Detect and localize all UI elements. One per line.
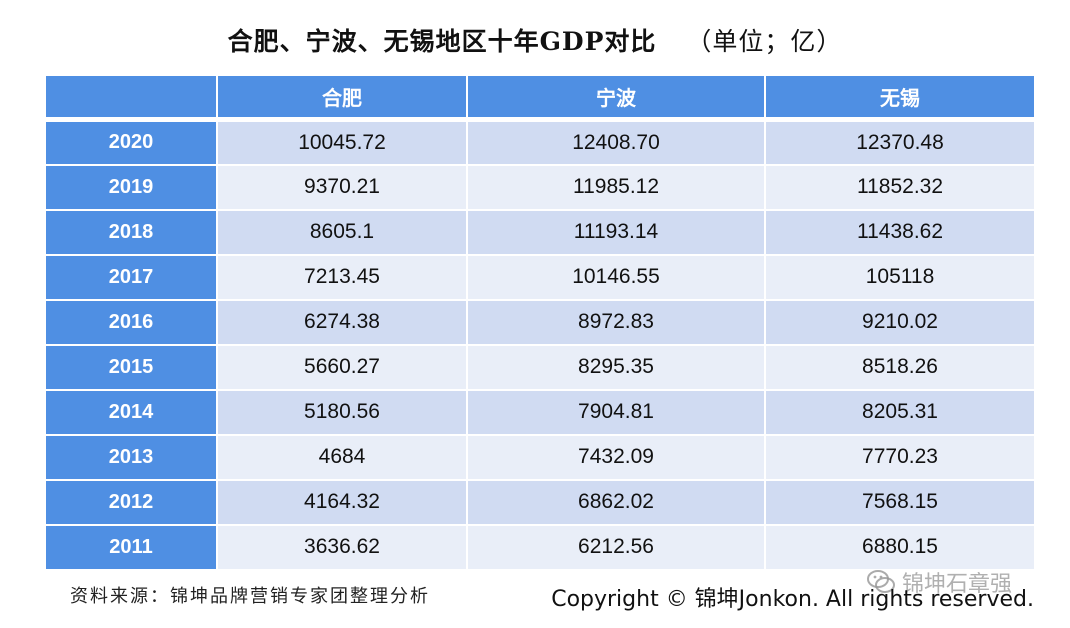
wuxi-gdp-cell: 11852.32 bbox=[764, 163, 1036, 211]
table-row: 2012 4164.32 6862.02 7568.15 bbox=[44, 478, 1036, 526]
year-cell: 2018 bbox=[44, 208, 218, 256]
column-header-year bbox=[44, 74, 218, 122]
year-cell: 2014 bbox=[44, 388, 218, 436]
chart-title-unit: （单位；亿） bbox=[686, 27, 843, 56]
wuxi-gdp-cell: 9210.02 bbox=[764, 298, 1036, 346]
wuxi-gdp-cell: 12370.48 bbox=[764, 118, 1036, 166]
year-cell: 2011 bbox=[44, 523, 218, 571]
hefei-gdp-cell: 9370.21 bbox=[216, 163, 468, 211]
gdp-table: 合肥 宁波 无锡 2020 10045.72 12408.70 12370.48 201… bbox=[44, 74, 1036, 571]
hefei-gdp-cell: 3636.62 bbox=[216, 523, 468, 571]
hefei-gdp-cell: 4684 bbox=[216, 433, 468, 481]
copyright-notice: Copyright © 锦坤Jonkon. All rights reserve… bbox=[551, 587, 1034, 612]
chart-title-main: 合肥、宁波、无锡地区十年GDP对比 bbox=[227, 27, 657, 56]
table-row: 2020 10045.72 12408.70 12370.48 bbox=[44, 118, 1036, 166]
wuxi-gdp-cell: 8205.31 bbox=[764, 388, 1036, 436]
hefei-gdp-cell: 7213.45 bbox=[216, 253, 468, 301]
table-row: 2017 7213.45 10146.55 105118 bbox=[44, 253, 1036, 301]
ningbo-gdp-cell: 10146.55 bbox=[466, 253, 766, 301]
year-cell: 2019 bbox=[44, 163, 218, 211]
ningbo-gdp-cell: 11985.12 bbox=[466, 163, 766, 211]
year-cell: 2015 bbox=[44, 343, 218, 391]
year-cell: 2013 bbox=[44, 433, 218, 481]
ningbo-gdp-cell: 12408.70 bbox=[466, 118, 766, 166]
table-row: 2016 6274.38 8972.83 9210.02 bbox=[44, 298, 1036, 346]
ningbo-gdp-cell: 6212.56 bbox=[466, 523, 766, 571]
table-row: 2015 5660.27 8295.35 8518.26 bbox=[44, 343, 1036, 391]
wuxi-gdp-cell: 7770.23 bbox=[764, 433, 1036, 481]
column-header-wuxi: 无锡 bbox=[764, 74, 1036, 122]
hefei-gdp-cell: 10045.72 bbox=[216, 118, 468, 166]
ningbo-gdp-cell: 7432.09 bbox=[466, 433, 766, 481]
column-header-ningbo: 宁波 bbox=[466, 74, 766, 122]
ningbo-gdp-cell: 7904.81 bbox=[466, 388, 766, 436]
year-cell: 2012 bbox=[44, 478, 218, 526]
ningbo-gdp-cell: 8295.35 bbox=[466, 343, 766, 391]
ningbo-gdp-cell: 8972.83 bbox=[466, 298, 766, 346]
table-row: 2014 5180.56 7904.81 8205.31 bbox=[44, 388, 1036, 436]
hefei-gdp-cell: 5180.56 bbox=[216, 388, 468, 436]
chart-title: 合肥、宁波、无锡地区十年GDP对比 （单位；亿） bbox=[0, 22, 1070, 58]
source-note: 资料来源：锦坤品牌营销专家团整理分析 bbox=[70, 586, 430, 607]
table-header-row: 合肥 宁波 无锡 bbox=[44, 74, 1036, 122]
ningbo-gdp-cell: 6862.02 bbox=[466, 478, 766, 526]
column-header-hefei: 合肥 bbox=[216, 74, 468, 122]
table-body: 2020 10045.72 12408.70 12370.48 2019 9370.21 1… bbox=[44, 118, 1036, 571]
hefei-gdp-cell: 6274.38 bbox=[216, 298, 468, 346]
table-row: 2019 9370.21 11985.12 11852.32 bbox=[44, 163, 1036, 211]
watermark: 锦坤石章强 bbox=[866, 566, 1012, 598]
year-cell: 2017 bbox=[44, 253, 218, 301]
wuxi-gdp-cell: 105118 bbox=[764, 253, 1036, 301]
hefei-gdp-cell: 5660.27 bbox=[216, 343, 468, 391]
wuxi-gdp-cell: 7568.15 bbox=[764, 478, 1036, 526]
hefei-gdp-cell: 8605.1 bbox=[216, 208, 468, 256]
wuxi-gdp-cell: 6880.15 bbox=[764, 523, 1036, 571]
watermark-text: 锦坤石章强 bbox=[902, 572, 1013, 597]
wuxi-gdp-cell: 8518.26 bbox=[764, 343, 1036, 391]
year-cell: 2016 bbox=[44, 298, 218, 346]
table-row: 2018 8605.1 11193.14 11438.62 bbox=[44, 208, 1036, 256]
wechat-icon bbox=[867, 570, 895, 593]
table-row: 2011 3636.62 6212.56 6880.15 bbox=[44, 523, 1036, 571]
ningbo-gdp-cell: 11193.14 bbox=[466, 208, 766, 256]
wuxi-gdp-cell: 11438.62 bbox=[764, 208, 1036, 256]
table-row: 2013 4684 7432.09 7770.23 bbox=[44, 433, 1036, 481]
year-cell: 2020 bbox=[44, 118, 218, 166]
hefei-gdp-cell: 4164.32 bbox=[216, 478, 468, 526]
